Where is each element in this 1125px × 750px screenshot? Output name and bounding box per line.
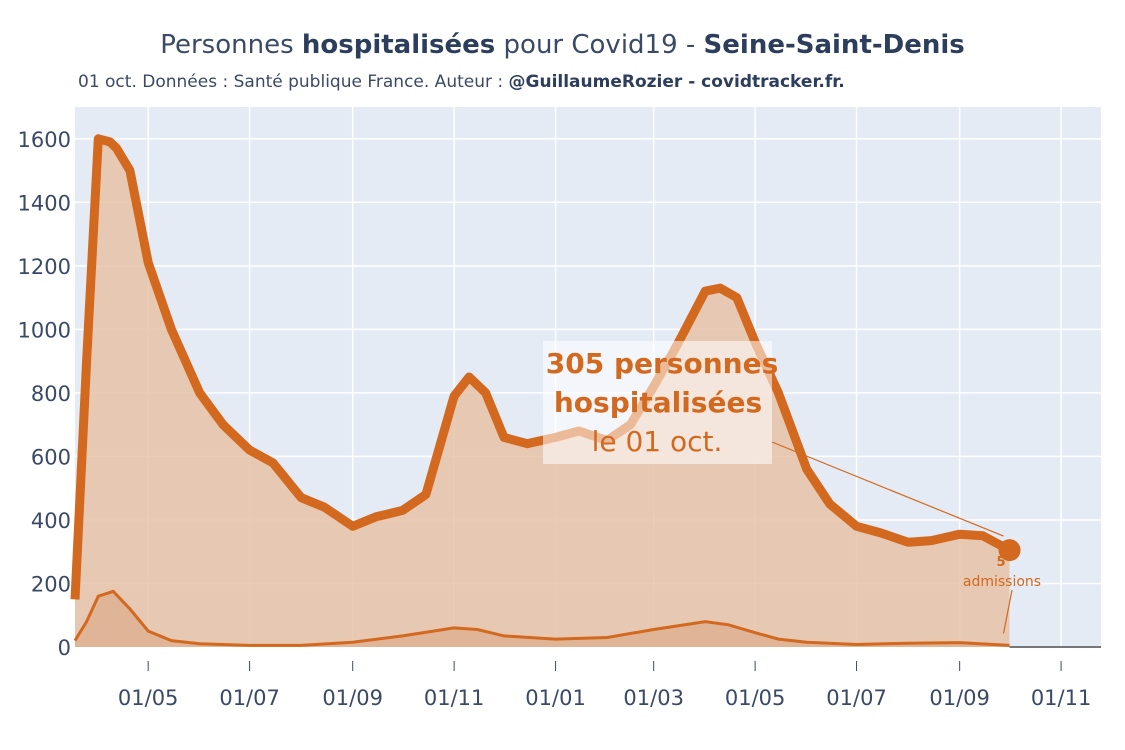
- admissions-label: admissions: [963, 574, 1041, 590]
- y-tick-label: 200: [31, 572, 71, 596]
- x-tick-label: 01/03: [623, 686, 684, 710]
- admissions-line: [73, 589, 1010, 647]
- y-tick-label: 800: [31, 382, 71, 406]
- annotation-line1: 305 personnes: [546, 347, 778, 380]
- y-axis: 0 200 400 600 800 1000 1200 1400 1600: [18, 128, 71, 660]
- y-tick-label: 400: [31, 509, 71, 533]
- chart-subtitle: 01 oct. Données : Santé publique France.…: [78, 72, 845, 92]
- x-tick-label: 01/07: [219, 686, 280, 710]
- chart-title: Personnes hospitalisées pour Covid19 - S…: [160, 30, 965, 60]
- admissions-pointer: [1002, 589, 1013, 634]
- x-tick-label: 01/09: [929, 686, 990, 710]
- y-tick-label: 1600: [18, 128, 71, 152]
- annotation-pointer: [771, 441, 1004, 537]
- x-tick-label: 01/11: [424, 686, 485, 710]
- y-tick-label: 1200: [18, 255, 71, 279]
- admissions-area: [75, 591, 1010, 647]
- annotation-box: [543, 341, 772, 464]
- hospitalized-line: [70, 134, 1012, 600]
- last-value-marker: [998, 539, 1021, 562]
- x-tick-label: 01/09: [322, 686, 383, 710]
- annotation-line3: le 01 oct.: [592, 425, 723, 458]
- y-tick-label: 0: [58, 636, 71, 660]
- x-tick-label: 01/07: [826, 686, 887, 710]
- y-tick-label: 600: [31, 445, 71, 469]
- x-tick-label: 01/11: [1031, 686, 1092, 710]
- annotation-line2: hospitalisées: [554, 386, 762, 419]
- y-tick-label: 1400: [18, 191, 71, 215]
- x-axis: 01/05 01/07 01/09 01/11 01/01 01/03 01/05 01/07…: [118, 661, 1091, 710]
- x-tick-label: 01/01: [525, 686, 586, 710]
- hospitalized-area: [75, 138, 1010, 648]
- y-tick-label: 1000: [18, 318, 71, 342]
- admissions-value: 5: [996, 555, 1005, 570]
- x-tick-label: 01/05: [118, 686, 179, 710]
- x-tick-label: 01/05: [725, 686, 786, 710]
